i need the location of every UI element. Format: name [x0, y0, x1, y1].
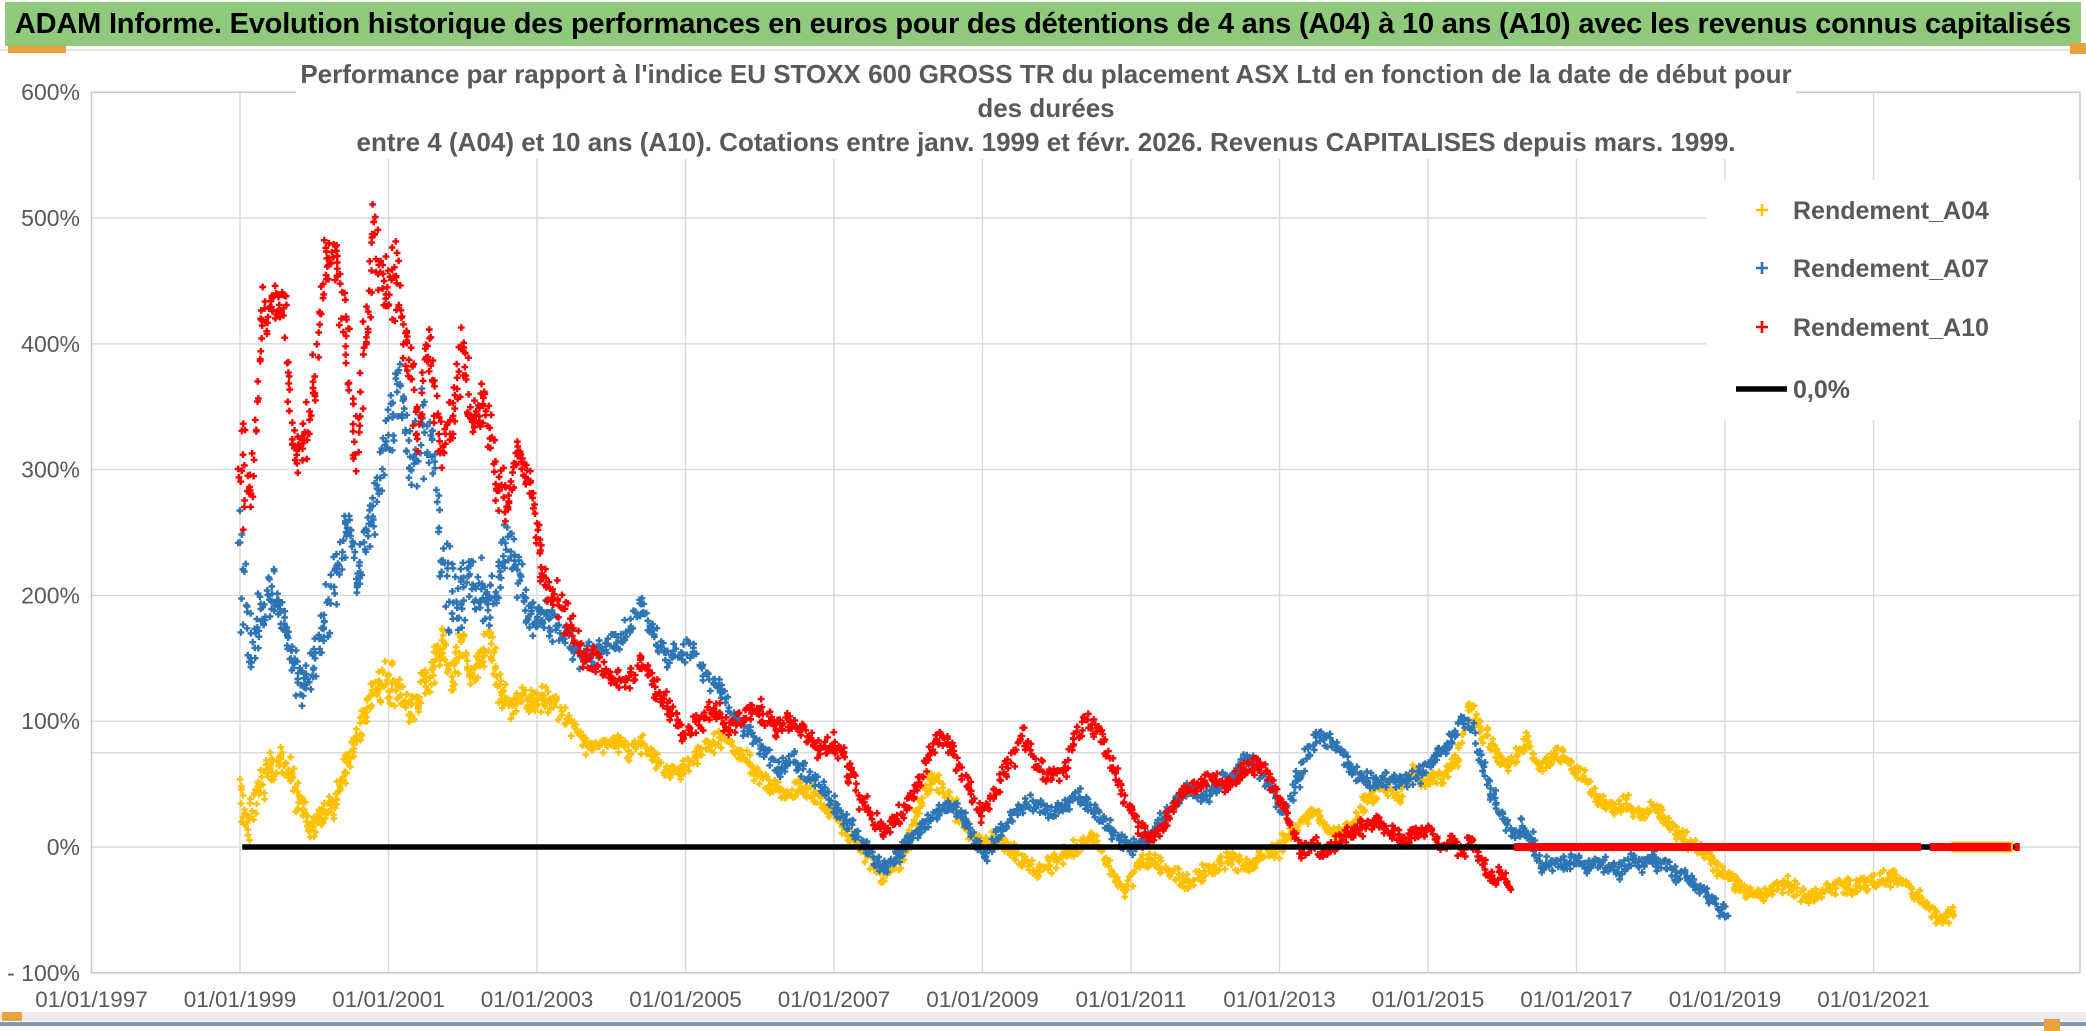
corner-mark-bottom-left	[2, 1012, 22, 1021]
y-tick-label: 500%	[21, 205, 80, 231]
rendement_a10-legend-marker-icon	[1756, 321, 1768, 333]
legend-label: 0,0%	[1793, 376, 1850, 404]
legend-item: Rendement_A04	[1756, 197, 1989, 225]
series-rendement_a10	[234, 201, 1515, 894]
chart-title: Performance par rapport à l'indice EU ST…	[296, 57, 1796, 159]
legend-label: Rendement_A07	[1793, 255, 1989, 283]
x-tick-label: 01/01/1997	[35, 987, 148, 1012]
series-rendement_a04	[236, 625, 1957, 927]
corner-mark-bottom-right	[2044, 1019, 2060, 1031]
x-tick-label: 01/01/2017	[1520, 987, 1633, 1012]
x-tick-label: 01/01/2005	[629, 987, 742, 1012]
y-tick-label: 0%	[47, 834, 80, 860]
legend-item: Rendement_A07	[1756, 255, 1989, 283]
rendement_a07-legend-marker-icon	[1756, 262, 1768, 274]
x-tick-label: 01/01/2007	[778, 987, 891, 1012]
report-header-bar: ADAM Informe. Evolution historique des p…	[5, 2, 2081, 46]
chart-title-line1: Performance par rapport à l'indice EU ST…	[300, 59, 1792, 123]
x-tick-label: 01/01/2011	[1076, 987, 1187, 1012]
rendement_a04-legend-marker-icon	[1756, 204, 1768, 216]
legend-item: Rendement_A10	[1756, 314, 1989, 342]
x-tick-label: 01/01/2021	[1817, 987, 1930, 1012]
x-tick-label: 01/01/2003	[481, 987, 594, 1012]
chart-title-line2: entre 4 (A04) et 10 ans (A10). Cotations…	[356, 127, 1736, 157]
x-tick-label: 01/01/2019	[1669, 987, 1782, 1012]
bottom-strip	[0, 1012, 2086, 1021]
legend-label: Rendement_A10	[1793, 314, 1989, 342]
corner-mark-top-left	[8, 46, 66, 53]
x-tick-label: 01/01/2013	[1223, 987, 1336, 1012]
legend-item: 0,0%	[1736, 376, 1850, 404]
x-tick-label: 01/01/2001	[332, 987, 445, 1012]
window-bottom-edge	[0, 1022, 2086, 1026]
x-tick-label: 01/01/2009	[926, 987, 1039, 1012]
legend-background	[1706, 180, 2080, 420]
header-underline	[0, 49, 2086, 51]
y-tick-label: 200%	[21, 582, 80, 608]
corner-mark-top-right	[2070, 43, 2086, 54]
y-tick-label: 100%	[21, 708, 80, 734]
y-tick-label: - 100%	[7, 960, 80, 986]
legend-label: Rendement_A04	[1793, 197, 1989, 225]
report-header-title: ADAM Informe. Evolution historique des p…	[14, 8, 2072, 40]
y-tick-label: 400%	[21, 331, 80, 357]
x-tick-label: 01/01/1999	[184, 987, 297, 1012]
x-tick-label: 01/01/2015	[1372, 987, 1485, 1012]
y-tick-label: 300%	[21, 457, 80, 483]
y-tick-label: 600%	[21, 79, 80, 105]
